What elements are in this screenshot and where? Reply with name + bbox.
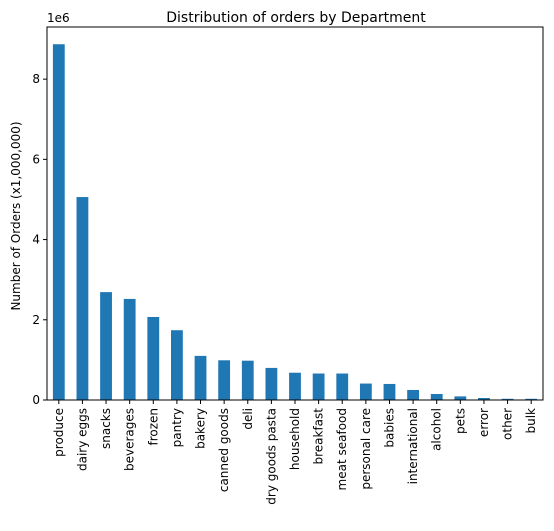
bar-household	[289, 372, 301, 400]
x-tick-label: meat seafood	[335, 408, 349, 490]
bar-breakfast	[312, 373, 325, 400]
x-tick-label: breakfast	[312, 408, 326, 465]
bar-beverages	[123, 298, 136, 400]
bar-bulk	[525, 398, 538, 400]
x-tick-label: other	[501, 408, 515, 440]
bar-babies	[383, 383, 396, 400]
y-tick-label: 4	[32, 233, 40, 247]
x-ticks-group: produce dairy eggs snacks beverages frozen pa…	[52, 400, 538, 505]
bar-produce	[52, 44, 65, 400]
y-tick-label: 0	[32, 393, 40, 407]
bar-international	[407, 389, 419, 400]
chart-title: Distribution of orders by Department	[166, 10, 426, 26]
x-tick-label: canned goods	[217, 408, 231, 492]
bar-bakery	[194, 355, 207, 400]
x-tick-label: personal care	[359, 408, 373, 490]
bar-dry-goods-pasta	[265, 367, 278, 400]
x-tick-label: household	[288, 408, 302, 470]
y-tick-label: 8	[32, 72, 40, 86]
x-tick-label: pantry	[170, 408, 184, 447]
bar-frozen	[147, 316, 160, 400]
x-tick-label: produce	[52, 408, 66, 457]
bars-group	[52, 44, 538, 400]
x-tick-label: alcohol	[430, 408, 444, 451]
x-tick-label: bakery	[194, 408, 208, 449]
bar-pets	[454, 396, 467, 400]
x-tick-label: babies	[382, 408, 396, 448]
x-tick-label: error	[477, 408, 491, 437]
y-tick-label: 6	[32, 152, 40, 166]
bar-canned-goods	[218, 360, 231, 400]
bar-other	[501, 398, 514, 400]
x-tick-label: beverages	[123, 408, 137, 471]
x-tick-label: pets	[453, 408, 467, 434]
bar-personal-care	[359, 383, 372, 400]
bar-error	[478, 397, 490, 400]
bar-meat-seafood	[336, 373, 349, 400]
bar-pantry	[171, 330, 183, 400]
plot-frame	[46, 26, 544, 401]
x-tick-label: dairy eggs	[75, 408, 89, 471]
bar-dairy-eggs	[76, 197, 89, 400]
x-tick-label: international	[406, 408, 420, 484]
y-offset-label: 1e6	[47, 11, 70, 25]
bar-deli	[241, 360, 254, 400]
y-ticks-group: 0 2 4 6 8	[32, 72, 47, 407]
x-tick-label: frozen	[146, 408, 160, 446]
y-tick-label: 2	[32, 313, 40, 327]
y-axis-label: Number of Orders (x1,000,000)	[9, 121, 23, 310]
bar-snacks	[100, 292, 112, 400]
x-tick-label: bulk	[524, 408, 538, 434]
x-tick-label: deli	[241, 408, 255, 430]
x-tick-label: snacks	[99, 408, 113, 449]
bar-alcohol	[430, 393, 443, 400]
x-tick-label: dry goods pasta	[264, 408, 278, 505]
